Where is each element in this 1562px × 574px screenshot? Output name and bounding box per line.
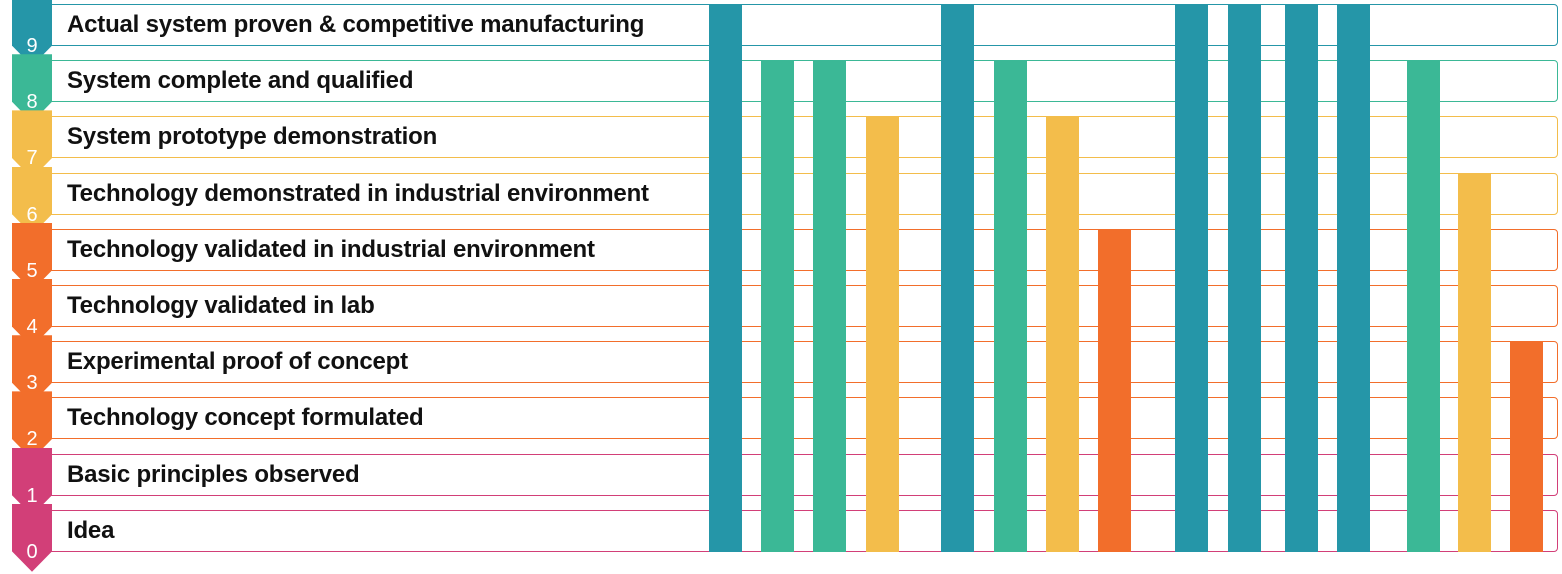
level-label: Actual system proven & competitive manuf… (67, 4, 644, 46)
level-label: System prototype demonstration (67, 116, 437, 158)
trl-bar (813, 60, 846, 552)
trl-bar (1228, 4, 1261, 552)
trl-bar (1046, 116, 1079, 552)
level-label: Technology validated in industrial envir… (67, 229, 595, 271)
trl-bar (1407, 60, 1440, 552)
level-label: Experimental proof of concept (67, 341, 408, 383)
level-label: Technology demonstrated in industrial en… (67, 173, 649, 215)
trl-bar (1175, 4, 1208, 552)
trl-bar (1510, 341, 1543, 552)
level-label: Idea (67, 510, 114, 552)
trl-bar (709, 4, 742, 552)
level-label: System complete and qualified (67, 60, 413, 102)
trl-bar (761, 60, 794, 552)
trl-bar (994, 60, 1027, 552)
trl-bar (1458, 173, 1491, 552)
trl-bar (866, 116, 899, 552)
level-label: Technology concept formulated (67, 397, 423, 439)
trl-bar (941, 4, 974, 552)
level-label: Technology validated in lab (67, 285, 375, 327)
trl-bar (1285, 4, 1318, 552)
level-row-box (38, 510, 1558, 552)
trl-bar (1337, 4, 1370, 552)
level-number: 0 (12, 540, 52, 564)
trl-bar (1098, 229, 1131, 552)
level-label: Basic principles observed (67, 454, 359, 496)
